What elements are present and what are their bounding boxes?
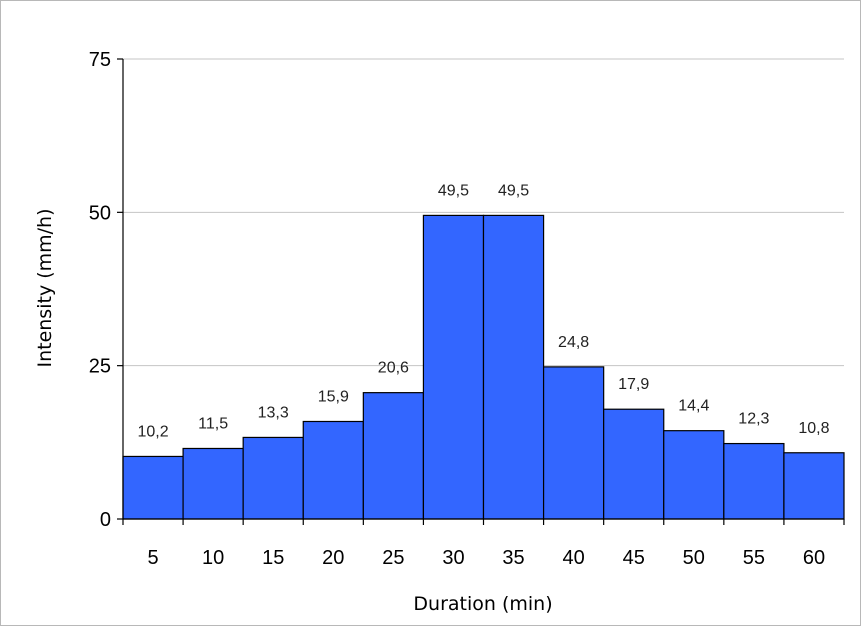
- data-label-10: 11,5: [198, 415, 228, 432]
- y-ticks: 0 25 50 75: [89, 49, 123, 531]
- y-tick-label-0: 0: [100, 509, 111, 531]
- x-tick-label-40: 40: [563, 547, 585, 569]
- x-tick-label-50: 50: [683, 547, 705, 569]
- bar-50: [663, 430, 725, 520]
- data-label-30: 49,5: [438, 182, 469, 199]
- x-tick-label-10: 10: [202, 547, 224, 569]
- y-tick-label-75: 75: [89, 49, 111, 71]
- data-label-5: 10,2: [137, 423, 168, 440]
- x-axis-title: Duration (min): [413, 593, 552, 615]
- x-tick-label-55: 55: [743, 547, 765, 569]
- bar-55: [723, 442, 785, 520]
- x-tick-label-60: 60: [803, 547, 825, 569]
- data-label-40: 24,8: [558, 334, 589, 351]
- x-ticks: 5 10 15 20 25 30 35 40 45 50 55 60: [122, 519, 845, 569]
- bar-35: [482, 214, 545, 520]
- x-tick-label-20: 20: [322, 547, 344, 569]
- bar-20: [302, 420, 364, 520]
- y-axis-title: Intensity (mm/h): [34, 208, 56, 367]
- data-label-45: 17,9: [618, 376, 649, 393]
- bar-15: [242, 436, 304, 520]
- bar-60: [783, 452, 845, 520]
- bar-45: [603, 408, 665, 520]
- bar-30: [422, 214, 485, 520]
- bar-25: [362, 392, 425, 520]
- bar-5: [122, 455, 184, 520]
- data-label-15: 13,3: [258, 404, 289, 421]
- bar-40: [542, 366, 605, 520]
- data-label-20: 15,9: [318, 388, 349, 405]
- data-labels: 10,2 11,5 13,3 15,9 20,6 49,5 49,5 24,8 17,9 14,4…: [137, 182, 829, 440]
- x-tick-label-15: 15: [262, 547, 284, 569]
- data-label-25: 20,6: [378, 360, 409, 377]
- x-tick-label-5: 5: [147, 547, 158, 569]
- data-label-60: 10,8: [798, 420, 829, 437]
- data-label-35: 49,5: [498, 182, 529, 199]
- data-label-50: 14,4: [678, 398, 709, 415]
- y-tick-label-25: 25: [89, 356, 111, 378]
- data-label-55: 12,3: [738, 411, 769, 428]
- x-tick-label-25: 25: [382, 547, 404, 569]
- y-tick-label-50: 50: [89, 202, 111, 224]
- bar-10: [182, 447, 244, 520]
- x-tick-label-30: 30: [442, 547, 464, 569]
- bars: [122, 214, 845, 520]
- x-tick-label-45: 45: [623, 547, 645, 569]
- x-tick-label-35: 35: [502, 547, 524, 569]
